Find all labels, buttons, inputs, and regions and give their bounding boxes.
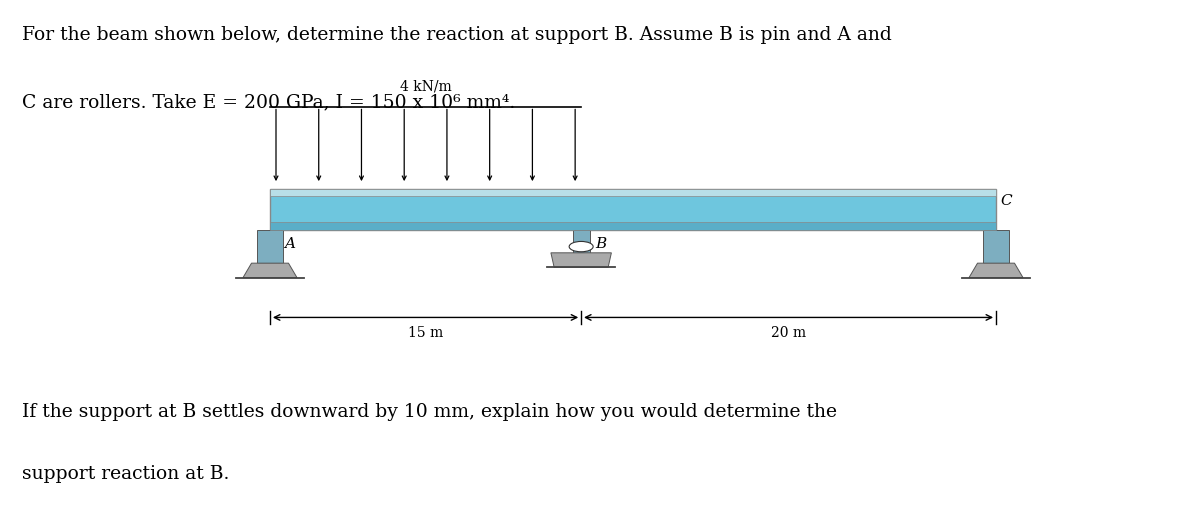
Bar bbox=[257, 230, 283, 263]
Text: A: A bbox=[284, 237, 295, 251]
Bar bbox=[270, 189, 996, 196]
Bar bbox=[270, 222, 996, 230]
Bar bbox=[983, 230, 1009, 263]
Text: 4 kN/m: 4 kN/m bbox=[400, 80, 451, 94]
Polygon shape bbox=[244, 263, 298, 278]
Text: B: B bbox=[595, 237, 607, 251]
Bar bbox=[270, 189, 996, 230]
Text: For the beam shown below, determine the reaction at support B. Assume B is pin a: For the beam shown below, determine the … bbox=[22, 26, 892, 44]
Text: If the support at B settles downward by 10 mm, explain how you would determine t: If the support at B settles downward by … bbox=[22, 403, 836, 421]
Polygon shape bbox=[551, 253, 611, 267]
Text: support reaction at B.: support reaction at B. bbox=[22, 465, 229, 483]
Text: 15 m: 15 m bbox=[408, 326, 443, 340]
Text: 20 m: 20 m bbox=[772, 326, 806, 340]
Polygon shape bbox=[970, 263, 1022, 278]
Bar bbox=[572, 230, 589, 253]
Circle shape bbox=[569, 241, 593, 252]
Text: C: C bbox=[1001, 194, 1013, 208]
Text: C are rollers. Take E = 200 GPa, I = 150 x 10⁶ mm⁴.: C are rollers. Take E = 200 GPa, I = 150… bbox=[22, 93, 515, 111]
